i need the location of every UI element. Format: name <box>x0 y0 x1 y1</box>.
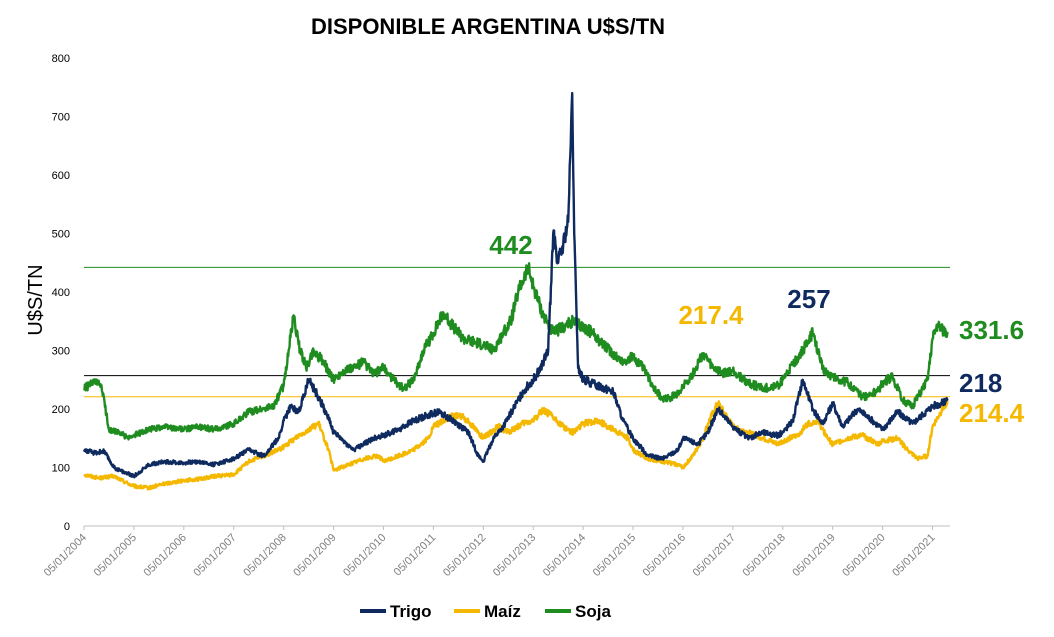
annotation-maiz-mid: 217.4 <box>678 300 744 330</box>
y-tick-label: 300 <box>52 346 70 358</box>
x-tick-label: 05/01/2009 <box>291 532 338 579</box>
y-tick-label: 700 <box>52 112 70 124</box>
series-lines <box>82 91 949 491</box>
x-tick-label: 05/01/2017 <box>691 532 738 579</box>
y-tick-label: 400 <box>52 287 70 299</box>
x-tick-label: 05/01/2006 <box>142 532 189 579</box>
x-tick-label: 05/01/2021 <box>890 532 937 579</box>
annotation-soja-last: 331.6 <box>959 315 1024 345</box>
x-tick-label: 05/01/2012 <box>441 532 488 579</box>
y-tick-label: 500 <box>52 229 70 241</box>
legend-maiz-label: Maíz <box>484 602 521 621</box>
x-tick-label: 05/01/2010 <box>341 532 388 579</box>
x-tick-label: 05/01/2013 <box>491 532 538 579</box>
legend-trigo-label: Trigo <box>390 602 432 621</box>
x-tick-label: 05/01/2014 <box>541 532 588 579</box>
y-tick-label: 600 <box>52 170 70 182</box>
y-tick-label: 800 <box>52 53 70 65</box>
x-tick-label: 05/01/2005 <box>92 532 139 579</box>
series-line-trigo <box>82 91 949 479</box>
x-tick-label: 05/01/2004 <box>42 532 89 579</box>
x-tick-label: 05/01/2007 <box>191 532 238 579</box>
x-tick-label: 05/01/2019 <box>790 532 837 579</box>
x-tick-label: 05/01/2018 <box>740 532 787 579</box>
legend-soja-label: Soja <box>575 602 611 621</box>
series-line-soja <box>82 262 949 441</box>
annotation-trigo-mid: 257 <box>787 284 830 314</box>
annotation-trigo-last: 218 <box>959 368 1002 398</box>
y-tick-label: 200 <box>52 404 70 416</box>
x-tick-label: 05/01/2011 <box>392 532 439 579</box>
reference-lines <box>84 266 950 398</box>
y-axis-label: U$S/TN <box>25 264 47 335</box>
y-tick-label: 0 <box>64 521 70 533</box>
x-tick-label: 05/01/2015 <box>591 532 638 579</box>
annotation-maiz-last: 214.4 <box>959 398 1025 428</box>
y-tick-label: 100 <box>52 463 70 475</box>
legend: Trigo Maíz Soja <box>360 602 611 621</box>
chart-title: DISPONIBLE ARGENTINA U$S/TN <box>311 14 665 39</box>
x-tick-label: 05/01/2008 <box>241 532 288 579</box>
y-axis-ticks: 0 100 200 300 400 500 600 700 800 <box>52 53 70 533</box>
series-line-maiz <box>83 397 949 491</box>
x-axis-ticks: 05/01/2004 05/01/2005 05/01/2006 05/01/2007… <box>42 526 938 579</box>
annotation-soja-peak: 442 <box>489 230 532 260</box>
x-tick-label: 05/01/2020 <box>840 532 887 579</box>
x-tick-label: 05/01/2016 <box>641 532 688 579</box>
